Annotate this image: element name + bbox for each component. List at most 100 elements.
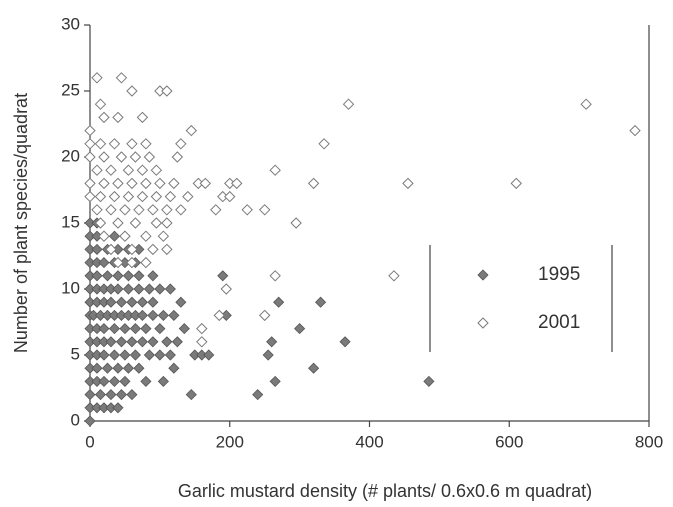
point	[84, 415, 96, 427]
point	[98, 349, 110, 361]
point	[143, 283, 155, 295]
point	[84, 124, 96, 137]
point	[126, 389, 138, 401]
point	[94, 217, 107, 229]
point	[157, 230, 170, 242]
point	[161, 217, 173, 229]
point	[273, 296, 285, 308]
point	[510, 177, 522, 190]
point	[164, 349, 176, 361]
point	[112, 402, 124, 414]
point	[185, 124, 198, 137]
point	[126, 177, 138, 190]
point	[150, 164, 163, 176]
point	[140, 230, 152, 242]
point	[318, 138, 330, 150]
point	[94, 190, 107, 203]
point	[98, 323, 110, 335]
point	[147, 309, 159, 321]
point	[258, 204, 271, 216]
point	[122, 164, 135, 176]
point	[108, 190, 121, 203]
point	[112, 270, 124, 282]
x-axis-label: Garlic mustard density (# plants/ 0.6x0.…	[178, 481, 592, 501]
point	[157, 309, 169, 321]
y-tick-label: 10	[61, 278, 80, 297]
point	[91, 243, 103, 255]
point	[105, 164, 117, 176]
point	[119, 204, 131, 216]
point	[629, 124, 641, 137]
point	[126, 336, 138, 348]
point	[161, 243, 173, 256]
point	[129, 323, 141, 335]
point	[224, 190, 236, 203]
point	[140, 256, 152, 269]
point	[105, 389, 117, 401]
point	[126, 296, 138, 308]
point	[157, 375, 169, 387]
point	[112, 217, 124, 229]
point	[101, 270, 114, 282]
legend-marker	[477, 269, 489, 281]
point	[112, 111, 124, 124]
point	[168, 309, 180, 321]
point	[112, 283, 124, 295]
point	[105, 243, 117, 256]
point	[94, 138, 107, 150]
point	[133, 204, 145, 216]
point	[388, 270, 400, 282]
point	[136, 164, 149, 176]
point	[178, 323, 190, 335]
point	[154, 283, 166, 295]
point	[196, 322, 208, 335]
y-tick-label: 15	[61, 212, 80, 231]
point	[210, 204, 222, 216]
y-tick-label: 25	[61, 80, 80, 99]
point	[105, 296, 117, 308]
point	[175, 138, 187, 150]
legend-label: 1995	[538, 264, 580, 285]
point	[580, 98, 592, 110]
point	[171, 151, 184, 163]
point	[307, 177, 320, 190]
point	[266, 336, 278, 348]
point	[126, 243, 138, 256]
point	[164, 283, 176, 295]
point	[154, 177, 166, 190]
point	[185, 389, 197, 401]
point	[199, 177, 212, 190]
point	[147, 243, 159, 256]
point	[140, 375, 152, 387]
point	[171, 336, 183, 348]
point	[98, 111, 110, 124]
point	[122, 190, 135, 203]
x-tick-label: 200	[216, 432, 244, 451]
point	[269, 375, 281, 387]
point	[91, 204, 103, 216]
point	[196, 336, 208, 348]
point	[147, 204, 159, 216]
point	[213, 309, 225, 322]
point	[168, 362, 180, 374]
legend-label: 2001	[538, 312, 580, 333]
point	[136, 296, 148, 308]
x-tick-label: 400	[355, 432, 383, 451]
point	[94, 98, 107, 110]
point	[133, 270, 145, 282]
legend-marker	[477, 317, 489, 329]
point	[122, 283, 134, 295]
point	[339, 336, 351, 348]
point	[161, 204, 173, 216]
point	[129, 349, 141, 361]
point	[84, 177, 96, 190]
point	[182, 190, 194, 203]
point	[105, 204, 117, 216]
point	[217, 270, 229, 282]
point	[136, 111, 149, 124]
point	[119, 323, 131, 335]
point	[133, 362, 145, 374]
y-tick-label: 30	[61, 14, 80, 33]
point	[136, 309, 148, 321]
